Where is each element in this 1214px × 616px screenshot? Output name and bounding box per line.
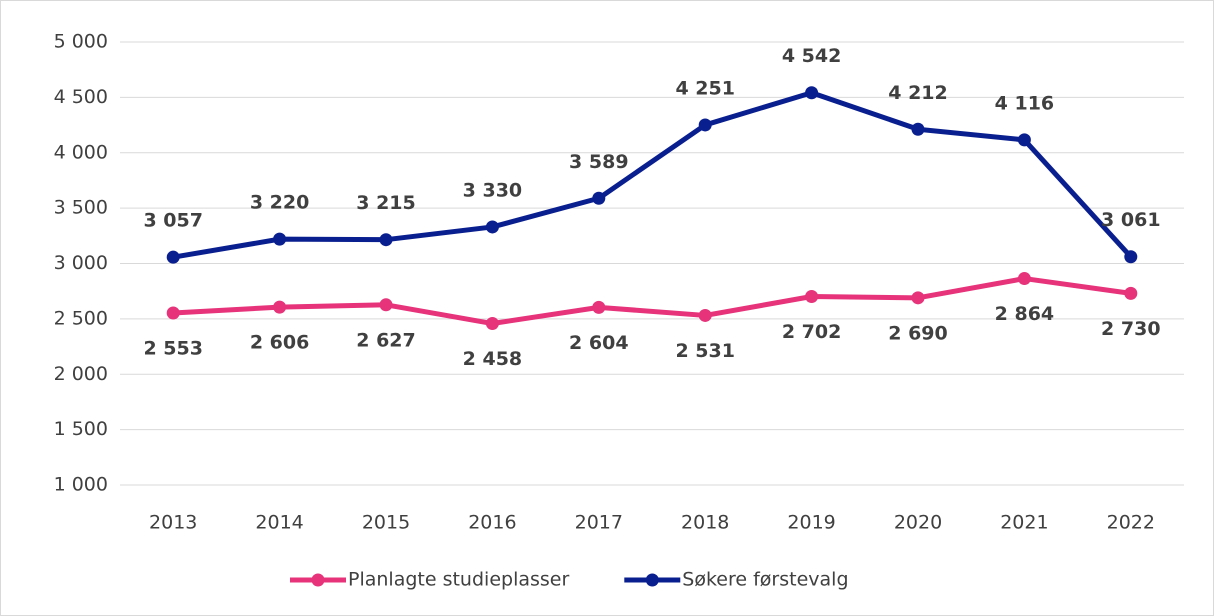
series-line — [173, 276, 1132, 327]
legend-label: Søkere førstevalg — [682, 569, 848, 591]
point — [485, 220, 499, 234]
legend-marker — [311, 573, 325, 587]
value-label: 2 627 — [356, 329, 416, 351]
point — [805, 86, 819, 100]
point — [379, 233, 393, 247]
value-label: 4 251 — [675, 77, 735, 99]
point — [592, 191, 606, 205]
point — [1124, 250, 1138, 264]
y-tick-label: 3 000 — [54, 252, 108, 274]
x-tick-label: 2019 — [787, 512, 835, 534]
value-label: 2 690 — [888, 322, 948, 344]
value-label: 3 061 — [1101, 209, 1161, 231]
y-tick-label: 5 000 — [54, 31, 108, 53]
y-tick-label: 2 500 — [54, 307, 108, 329]
x-tick-label: 2021 — [1000, 512, 1048, 534]
value-label: 2 458 — [463, 348, 523, 370]
value-label: 3 215 — [356, 192, 416, 214]
x-tick-label: 2018 — [681, 512, 729, 534]
x-tick-label: 2017 — [575, 512, 623, 534]
point — [1017, 272, 1031, 286]
value-label: 3 057 — [143, 210, 203, 232]
point — [698, 308, 712, 322]
point — [166, 306, 180, 320]
y-tick-label: 1 000 — [54, 474, 108, 496]
point — [1017, 133, 1031, 147]
point — [911, 291, 925, 305]
y-tick-label: 3 500 — [54, 197, 108, 219]
value-label: 4 542 — [782, 45, 842, 67]
legend-marker — [645, 573, 659, 587]
y-tick-label: 2 000 — [54, 363, 108, 385]
y-tick-label: 4 500 — [54, 86, 108, 108]
x-tick-label: 2014 — [255, 512, 303, 534]
value-label: 2 864 — [995, 303, 1055, 325]
y-tick-label: 4 000 — [54, 141, 108, 163]
value-label: 3 589 — [569, 151, 629, 173]
value-label: 2 604 — [569, 332, 629, 354]
series-line — [172, 90, 1133, 260]
point — [166, 250, 180, 264]
point — [1124, 286, 1138, 300]
point — [273, 232, 287, 246]
legend-label: Planlagte studieplasser — [348, 569, 569, 591]
point — [273, 300, 287, 314]
value-label: 3 330 — [463, 179, 523, 201]
value-label: 4 116 — [995, 92, 1055, 114]
point — [592, 300, 606, 314]
x-tick-label: 2022 — [1107, 512, 1155, 534]
point — [485, 317, 499, 331]
point — [911, 122, 925, 136]
x-tick-label: 2013 — [149, 512, 197, 534]
x-tick-label: 2015 — [362, 512, 410, 534]
value-label: 2 531 — [675, 340, 735, 362]
point — [805, 290, 819, 304]
point — [379, 298, 393, 312]
point — [698, 118, 712, 132]
value-label: 2 702 — [782, 321, 842, 343]
value-label: 4 212 — [888, 82, 948, 104]
x-tick-label: 2016 — [468, 512, 516, 534]
value-label: 2 553 — [143, 338, 203, 360]
x-tick-label: 2020 — [894, 512, 942, 534]
value-label: 3 220 — [250, 192, 310, 214]
y-tick-label: 1 500 — [54, 418, 108, 440]
value-label: 2 730 — [1101, 318, 1161, 340]
value-label: 2 606 — [250, 332, 310, 354]
